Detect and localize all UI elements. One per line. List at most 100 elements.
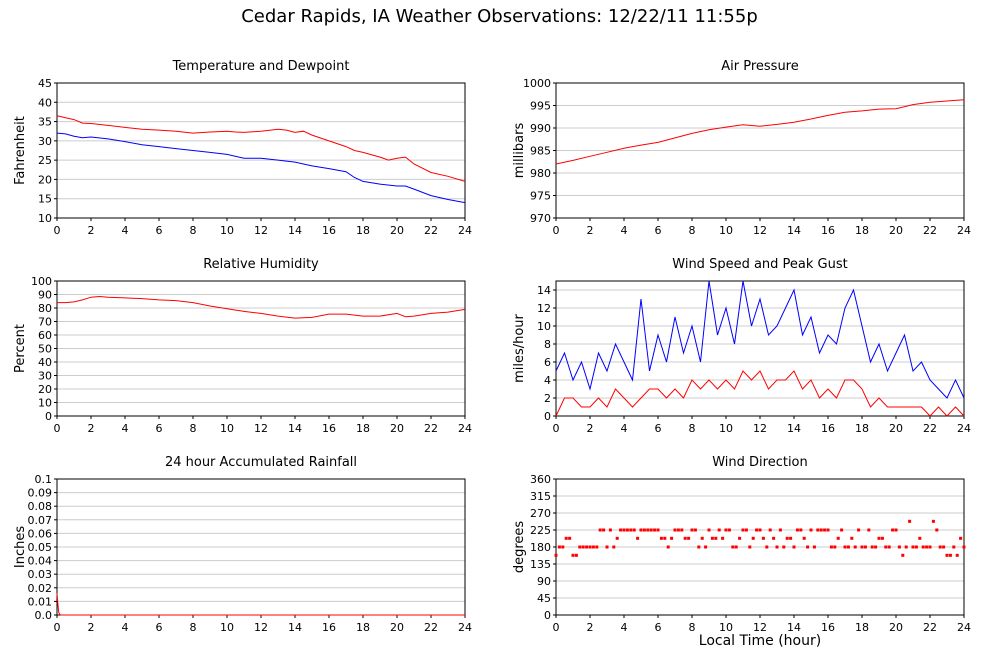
data-point xyxy=(775,545,779,549)
chart-title: Relative Humidity xyxy=(203,257,319,272)
x-tick-label: 20 xyxy=(390,224,404,237)
x-tick-label: 12 xyxy=(254,621,268,634)
x-tick-label: 16 xyxy=(821,621,835,634)
data-point xyxy=(955,553,959,557)
x-tick-label: 14 xyxy=(787,224,801,237)
x-tick-label: 4 xyxy=(621,224,628,237)
data-point xyxy=(836,536,840,540)
data-point xyxy=(738,536,742,540)
x-tick-label: 0 xyxy=(54,621,61,634)
y-tick-label: 0.06 xyxy=(28,527,53,540)
x-tick-label: 18 xyxy=(356,224,370,237)
x-tick-label: 16 xyxy=(322,422,336,435)
x-tick-label: 16 xyxy=(821,224,835,237)
x-tick-label: 22 xyxy=(424,621,438,634)
data-point xyxy=(714,536,718,540)
data-point xyxy=(870,545,874,549)
x-tick-label: 0 xyxy=(553,224,560,237)
x-tick-label: 24 xyxy=(458,621,472,634)
x-tick-label: 14 xyxy=(787,621,801,634)
x-tick-label: 14 xyxy=(288,621,302,634)
y-tick-label: 0.04 xyxy=(28,555,53,568)
y-tick-label: 0.07 xyxy=(28,514,53,527)
x-tick-label: 18 xyxy=(855,224,869,237)
y-tick-label: 0.1 xyxy=(35,473,53,486)
data-point xyxy=(663,536,667,540)
chart-title: Wind Direction xyxy=(712,455,808,470)
x-tick-label: 6 xyxy=(655,621,662,634)
y-tick-label: 100 xyxy=(31,275,52,288)
data-point xyxy=(741,528,745,532)
x-tick-label: 18 xyxy=(855,422,869,435)
y-tick-label: 1000 xyxy=(523,77,551,90)
x-tick-label: 6 xyxy=(156,422,163,435)
y-tick-label: 990 xyxy=(530,122,551,135)
data-point xyxy=(724,528,728,532)
data-point xyxy=(778,528,782,532)
data-point xyxy=(608,528,612,532)
data-point xyxy=(948,553,952,557)
x-tick-label: 24 xyxy=(957,621,971,634)
data-point xyxy=(789,536,793,540)
x-tick-label: 6 xyxy=(156,621,163,634)
data-point xyxy=(636,536,640,540)
data-point xyxy=(891,528,895,532)
data-point xyxy=(632,528,636,532)
data-point xyxy=(874,545,878,549)
data-point xyxy=(931,519,935,523)
x-tick-label: 20 xyxy=(889,621,903,634)
y-axis-label: miles/hour xyxy=(512,313,527,382)
y-tick-label: 4 xyxy=(544,374,551,387)
y-tick-label: 0 xyxy=(544,609,551,622)
x-tick-label: 0 xyxy=(54,224,61,237)
data-point xyxy=(877,536,881,540)
y-tick-label: 70 xyxy=(38,316,52,329)
y-tick-label: 0.02 xyxy=(28,582,53,595)
x-tick-label: 14 xyxy=(288,422,302,435)
data-point xyxy=(602,528,606,532)
x-tick-label: 10 xyxy=(220,224,234,237)
data-point xyxy=(683,536,687,540)
series-line-1 xyxy=(56,593,465,616)
y-tick-label: 25 xyxy=(38,154,52,167)
y-tick-label: 40 xyxy=(38,356,52,369)
y-tick-label: 10 xyxy=(38,212,52,225)
data-point xyxy=(612,545,616,549)
data-point xyxy=(727,528,731,532)
x-tick-label: 20 xyxy=(390,422,404,435)
x-tick-label: 24 xyxy=(957,224,971,237)
data-point xyxy=(812,545,816,549)
x-tick-label: 0 xyxy=(553,422,560,435)
shared-x-axis-label: Local Time (hour) xyxy=(698,633,822,649)
x-tick-label: 10 xyxy=(719,621,733,634)
data-point xyxy=(850,536,854,540)
data-point xyxy=(914,545,918,549)
data-point xyxy=(571,553,575,557)
y-tick-label: 315 xyxy=(530,490,551,503)
y-tick-label: 6 xyxy=(544,356,551,369)
y-tick-label: 50 xyxy=(38,343,52,356)
y-tick-label: 270 xyxy=(530,507,551,520)
y-tick-label: 45 xyxy=(38,77,52,90)
data-point xyxy=(598,528,602,532)
x-tick-label: 22 xyxy=(424,422,438,435)
x-tick-label: 4 xyxy=(621,621,628,634)
data-point xyxy=(568,536,572,540)
data-point xyxy=(717,528,721,532)
x-tick-label: 22 xyxy=(923,422,937,435)
data-point xyxy=(707,528,711,532)
x-tick-label: 4 xyxy=(122,422,129,435)
x-tick-label: 2 xyxy=(88,224,95,237)
data-point xyxy=(802,536,806,540)
y-tick-label: 0.0 xyxy=(35,609,53,622)
data-point xyxy=(765,545,769,549)
data-point xyxy=(605,545,609,549)
data-point xyxy=(904,545,908,549)
data-point xyxy=(642,528,646,532)
x-tick-label: 12 xyxy=(254,224,268,237)
x-tick-label: 14 xyxy=(787,422,801,435)
data-point xyxy=(857,528,861,532)
data-point xyxy=(860,545,864,549)
y-tick-label: 360 xyxy=(530,473,551,486)
